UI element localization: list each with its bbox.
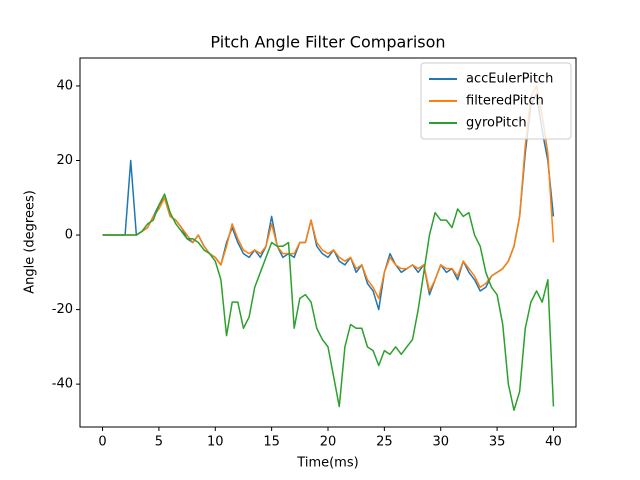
y-tick-label: 0 [65, 228, 73, 243]
y-tick-label: 20 [56, 153, 73, 168]
legend-label: gyroPitch [466, 116, 527, 131]
legend-label: accEulerPitch [466, 72, 553, 87]
x-tick-label: 0 [98, 435, 106, 450]
chart-title: Pitch Angle Filter Comparison [210, 33, 445, 52]
legend-label: filteredPitch [466, 94, 544, 109]
x-tick-label: 10 [207, 435, 224, 450]
y-axis-label: Angle (degrees) [23, 190, 38, 294]
x-axis-label: Time(ms) [296, 456, 358, 471]
x-tick-label: 35 [489, 435, 506, 450]
x-tick-label: 15 [263, 435, 280, 450]
data-line [102, 193, 555, 411]
x-tick-label: 30 [432, 435, 449, 450]
x-tick-label: 40 [545, 435, 562, 450]
x-tick-label: 20 [320, 435, 337, 450]
y-tick-label: -40 [52, 377, 73, 392]
data-line [102, 85, 555, 300]
y-tick-label: 40 [56, 78, 73, 93]
y-tick-label: -20 [52, 302, 73, 317]
x-tick-label: 25 [376, 435, 393, 450]
x-tick-label: 5 [155, 435, 163, 450]
legend-box [420, 62, 572, 140]
axes-frame [79, 57, 577, 428]
